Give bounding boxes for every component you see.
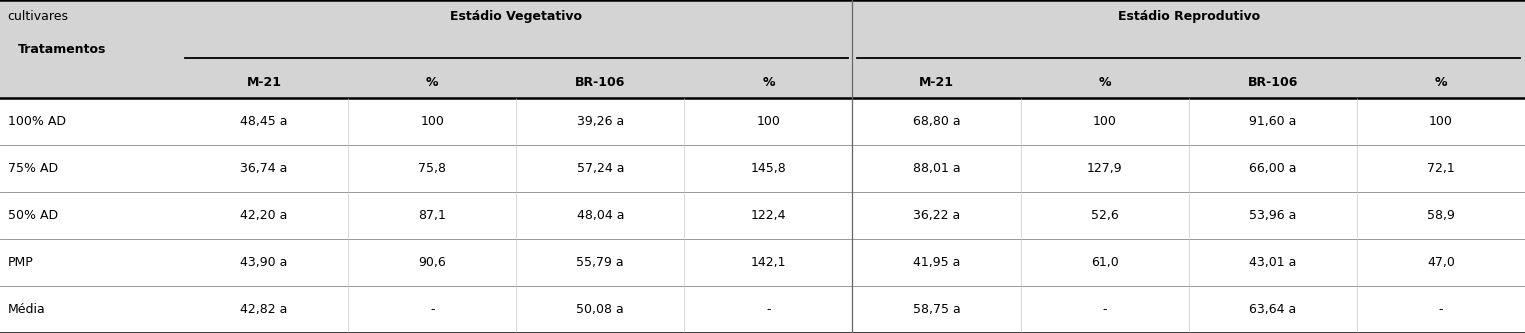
Text: 63,64 a: 63,64 a (1249, 303, 1296, 316)
Text: %: % (1098, 76, 1110, 89)
Text: Média: Média (8, 303, 46, 316)
Text: 75% AD: 75% AD (8, 162, 58, 175)
Text: 100% AD: 100% AD (8, 115, 66, 128)
Text: %: % (1435, 76, 1447, 89)
Text: 88,01 a: 88,01 a (913, 162, 961, 175)
Text: 75,8: 75,8 (418, 162, 447, 175)
Text: 145,8: 145,8 (750, 162, 787, 175)
Text: 47,0: 47,0 (1427, 256, 1455, 269)
Text: 127,9: 127,9 (1087, 162, 1122, 175)
Text: 122,4: 122,4 (750, 209, 787, 222)
Text: 48,04 a: 48,04 a (576, 209, 624, 222)
Text: 90,6: 90,6 (418, 256, 445, 269)
Text: 58,75 a: 58,75 a (912, 303, 961, 316)
Text: 91,60 a: 91,60 a (1249, 115, 1296, 128)
Text: 36,22 a: 36,22 a (913, 209, 961, 222)
Text: BR-106: BR-106 (575, 76, 625, 89)
Text: -: - (430, 303, 435, 316)
Text: 50,08 a: 50,08 a (576, 303, 624, 316)
Bar (0, 0, 1525, 98)
Text: 61,0: 61,0 (1090, 256, 1118, 269)
Text: Tratamentos: Tratamentos (18, 43, 107, 56)
Text: 53,96 a: 53,96 a (1249, 209, 1296, 222)
Text: Estádio Reprodutivo: Estádio Reprodutivo (1118, 10, 1260, 23)
Text: Estádio Vegetativo: Estádio Vegetativo (450, 10, 583, 23)
Text: 57,24 a: 57,24 a (576, 162, 624, 175)
Bar (0, 98, 1525, 333)
Text: 100: 100 (1429, 115, 1453, 128)
Text: 39,26 a: 39,26 a (576, 115, 624, 128)
Text: %: % (425, 76, 438, 89)
Text: -: - (1438, 303, 1443, 316)
Text: 58,9: 58,9 (1427, 209, 1455, 222)
Text: PMP: PMP (8, 256, 34, 269)
Text: 66,00 a: 66,00 a (1249, 162, 1296, 175)
Text: 87,1: 87,1 (418, 209, 447, 222)
Text: 43,01 a: 43,01 a (1249, 256, 1296, 269)
Text: 42,82 a: 42,82 a (241, 303, 288, 316)
Text: 50% AD: 50% AD (8, 209, 58, 222)
Text: 142,1: 142,1 (750, 256, 787, 269)
Text: 41,95 a: 41,95 a (913, 256, 961, 269)
Text: 52,6: 52,6 (1090, 209, 1118, 222)
Text: cultivares: cultivares (8, 10, 69, 23)
Text: -: - (1103, 303, 1107, 316)
Text: 72,1: 72,1 (1427, 162, 1455, 175)
Text: BR-106: BR-106 (1247, 76, 1298, 89)
Text: 36,74 a: 36,74 a (241, 162, 288, 175)
Text: 43,90 a: 43,90 a (241, 256, 288, 269)
Text: 48,45 a: 48,45 a (241, 115, 288, 128)
Text: -: - (766, 303, 770, 316)
Text: 55,79 a: 55,79 a (576, 256, 624, 269)
Text: M-21: M-21 (920, 76, 955, 89)
Text: M-21: M-21 (247, 76, 282, 89)
Text: 68,80 a: 68,80 a (913, 115, 961, 128)
Text: 42,20 a: 42,20 a (241, 209, 288, 222)
Text: 100: 100 (1093, 115, 1116, 128)
Text: 100: 100 (421, 115, 444, 128)
Text: %: % (762, 76, 775, 89)
Text: 100: 100 (756, 115, 781, 128)
